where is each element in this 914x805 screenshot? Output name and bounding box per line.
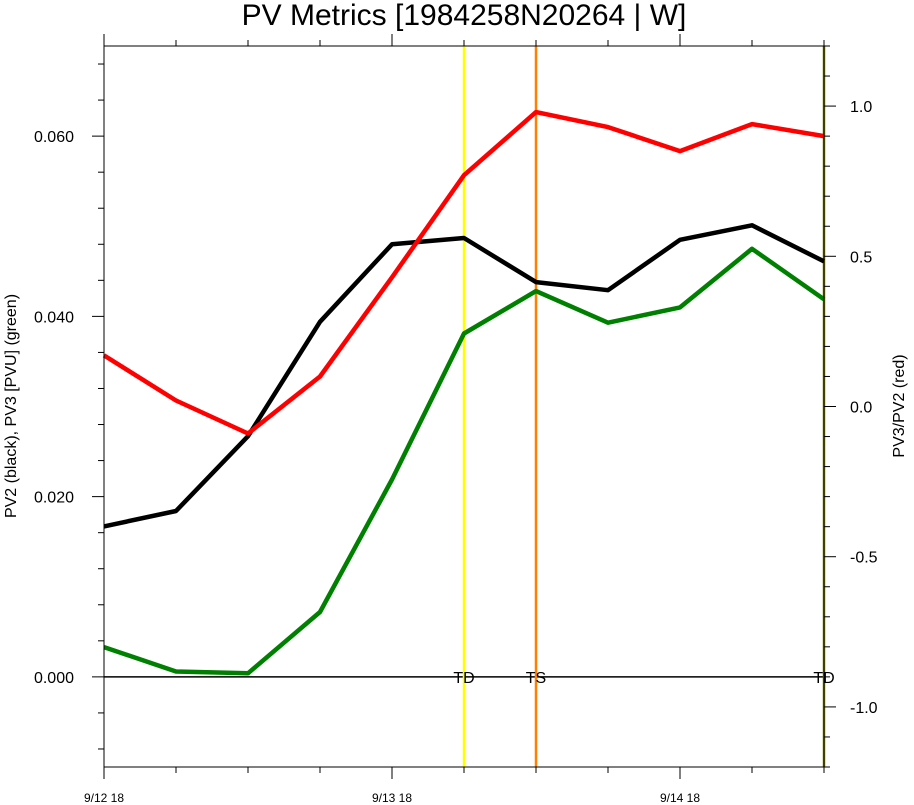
x-tick-label: 9/13 18 bbox=[372, 791, 412, 805]
pv3-series-line bbox=[103, 246, 826, 676]
right-tick-label: 1.0 bbox=[850, 99, 872, 116]
left-tick-label: 0.020 bbox=[34, 490, 74, 507]
right-tick-label: -1.0 bbox=[850, 700, 878, 717]
chart-title: PV Metrics [1984258N20264 | W] bbox=[242, 0, 687, 32]
event-label-0: TD bbox=[453, 670, 474, 687]
x-tick-label: 9/12 18 bbox=[84, 791, 124, 805]
left-tick-label: 0.040 bbox=[34, 309, 74, 326]
right-tick-label: 0.5 bbox=[850, 249, 872, 266]
right-tick-label: -0.5 bbox=[850, 550, 878, 567]
y-axis-label-right: PV3/PV2 (red) bbox=[891, 354, 908, 457]
left-tick-label: 0.000 bbox=[34, 670, 74, 687]
pv2-series-line bbox=[103, 223, 826, 529]
left-tick-label: 0.060 bbox=[34, 129, 74, 146]
x-tick-label: 9/14 18 bbox=[660, 791, 700, 805]
pv-ratio-series-line bbox=[102, 109, 825, 436]
right-tick-label: 0.0 bbox=[850, 400, 872, 417]
y-axis-label-left: PV2 (black), PV3 [PVU] (green) bbox=[3, 294, 20, 518]
event-label-1: TS bbox=[526, 670, 546, 687]
